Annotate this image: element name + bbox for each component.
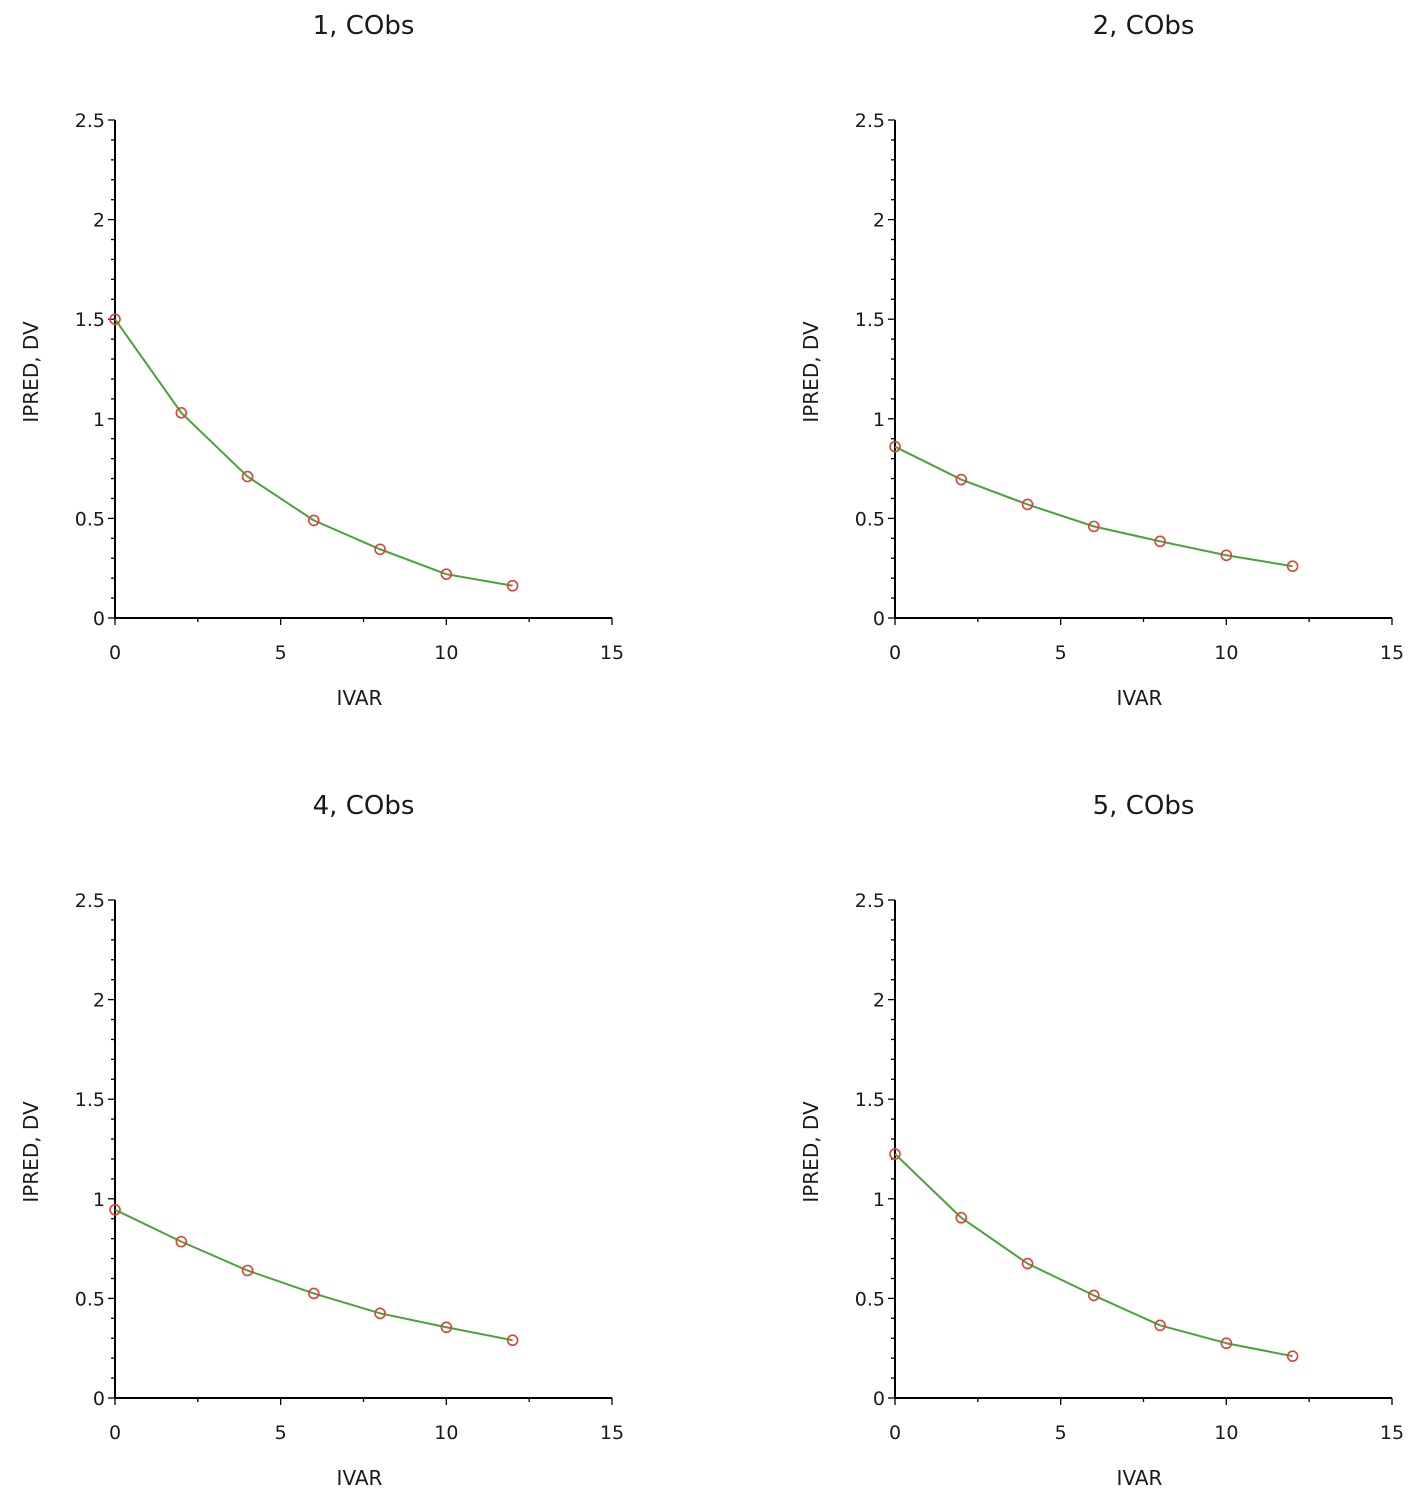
data-point-marker bbox=[440, 1321, 453, 1334]
y-tick-label: 2 bbox=[873, 210, 885, 232]
y-tick-label: 0.5 bbox=[855, 1288, 885, 1310]
y-tick-label: 1 bbox=[93, 1189, 105, 1211]
y-tick-label: 2.5 bbox=[855, 110, 885, 132]
data-point-marker bbox=[307, 1287, 320, 1300]
data-point-marker bbox=[889, 1148, 901, 1160]
y-tick-label: 1.5 bbox=[75, 1089, 105, 1111]
y-tick-label: 1.5 bbox=[75, 309, 105, 331]
data-point-marker bbox=[1087, 520, 1100, 533]
y-tick-label: 0 bbox=[93, 608, 105, 630]
x-tick-label: 0 bbox=[109, 642, 121, 664]
data-point-marker bbox=[175, 1235, 188, 1248]
data-point-marker bbox=[955, 1211, 968, 1224]
x-tick-label: 0 bbox=[109, 1422, 121, 1444]
y-tick-label: 2 bbox=[93, 990, 105, 1012]
x-axis-label: IVAR bbox=[1117, 1466, 1163, 1490]
chart-panel-1: 1, CObs 0 0.5 1 1.5 2 2.5 0 5 10 15 IVAR IPRED, DV bbox=[19, 11, 624, 710]
y-axis-label: IPRED, DV bbox=[799, 1101, 823, 1203]
y-tick-label: 1 bbox=[873, 1189, 885, 1211]
x-tick-label: 5 bbox=[275, 642, 287, 664]
y-tick-label: 2.5 bbox=[75, 890, 105, 912]
y-tick-label: 1 bbox=[873, 409, 885, 431]
x-axis-label: IVAR bbox=[337, 686, 383, 710]
data-point-marker bbox=[109, 313, 121, 326]
data-point-marker bbox=[440, 568, 453, 580]
y-tick-label: 2 bbox=[873, 990, 885, 1012]
x-axis-label: IVAR bbox=[1117, 686, 1163, 710]
data-point-marker bbox=[175, 407, 188, 419]
data-point-marker bbox=[1286, 560, 1299, 573]
data-point-marker bbox=[374, 1307, 386, 1320]
y-axis-label: IPRED, DV bbox=[19, 1101, 43, 1203]
chart-title: 5, CObs bbox=[1093, 791, 1195, 821]
y-tick-label: 2.5 bbox=[75, 110, 105, 132]
chart-title: 4, CObs bbox=[313, 791, 415, 821]
y-axis-label: IPRED, DV bbox=[799, 321, 823, 423]
series-line bbox=[894, 445, 1293, 568]
data-point-marker bbox=[307, 514, 320, 527]
x-tick-label: 0 bbox=[889, 642, 901, 664]
x-tick-label: 10 bbox=[434, 1422, 458, 1444]
data-point-marker bbox=[1154, 1319, 1166, 1332]
chart-title: 2, CObs bbox=[1093, 11, 1195, 41]
data-point-marker bbox=[1220, 1337, 1233, 1350]
data-point-marker bbox=[1021, 1257, 1034, 1270]
y-tick-label: 0 bbox=[93, 1388, 105, 1410]
data-point-marker bbox=[241, 1264, 254, 1277]
x-tick-label: 5 bbox=[1055, 642, 1067, 664]
chart-panel-4: 5, CObs 0 0.5 1 1.5 2 2.5 0 5 10 15 IVAR IPRED, DV bbox=[799, 791, 1404, 1490]
y-tick-label: 1 bbox=[93, 409, 105, 431]
x-tick-label: 10 bbox=[1214, 642, 1238, 664]
data-point-marker bbox=[1286, 1350, 1299, 1362]
chart-panel-2: 2, CObs 0 0.5 1 1.5 2 2.5 0 5 10 15 IVAR IPRED, DV bbox=[799, 11, 1404, 710]
y-tick-label: 1.5 bbox=[855, 309, 885, 331]
x-tick-label: 15 bbox=[600, 1422, 624, 1444]
x-axis-label: IVAR bbox=[337, 1466, 383, 1490]
chart-title: 1, CObs bbox=[313, 11, 415, 41]
y-tick-label: 0.5 bbox=[75, 1288, 105, 1310]
x-tick-label: 5 bbox=[275, 1422, 287, 1444]
x-tick-label: 0 bbox=[889, 1422, 901, 1444]
y-tick-label: 2.5 bbox=[855, 890, 885, 912]
data-point-marker bbox=[109, 1203, 121, 1216]
data-point-marker bbox=[1021, 498, 1034, 511]
x-tick-label: 10 bbox=[1214, 1422, 1238, 1444]
data-point-marker bbox=[374, 543, 386, 556]
chart-panel-3: 4, CObs 0 0.5 1 1.5 2 2.5 0 5 10 15 IVAR IPRED, DV bbox=[19, 791, 624, 1490]
data-point-marker bbox=[889, 440, 901, 453]
data-point-marker bbox=[1154, 535, 1166, 548]
y-tick-label: 0.5 bbox=[855, 508, 885, 530]
series-line bbox=[114, 318, 513, 587]
x-tick-label: 10 bbox=[434, 642, 458, 664]
y-tick-label: 1.5 bbox=[855, 1089, 885, 1111]
x-tick-label: 15 bbox=[1380, 1422, 1404, 1444]
data-point-marker bbox=[241, 470, 254, 483]
data-point-marker bbox=[955, 473, 968, 486]
series-line bbox=[114, 1208, 513, 1342]
y-tick-label: 2 bbox=[93, 210, 105, 232]
y-tick-label: 0.5 bbox=[75, 508, 105, 530]
y-tick-label: 0 bbox=[873, 608, 885, 630]
x-tick-label: 15 bbox=[600, 642, 624, 664]
data-point-marker bbox=[1087, 1289, 1100, 1302]
x-tick-label: 5 bbox=[1055, 1422, 1067, 1444]
y-axis-label: IPRED, DV bbox=[19, 321, 43, 423]
data-point-marker bbox=[1220, 549, 1233, 562]
data-point-marker bbox=[506, 579, 519, 592]
series-line bbox=[894, 1153, 1293, 1358]
data-point-marker bbox=[506, 1334, 519, 1347]
x-tick-label: 15 bbox=[1380, 642, 1404, 664]
y-tick-label: 0 bbox=[873, 1388, 885, 1410]
